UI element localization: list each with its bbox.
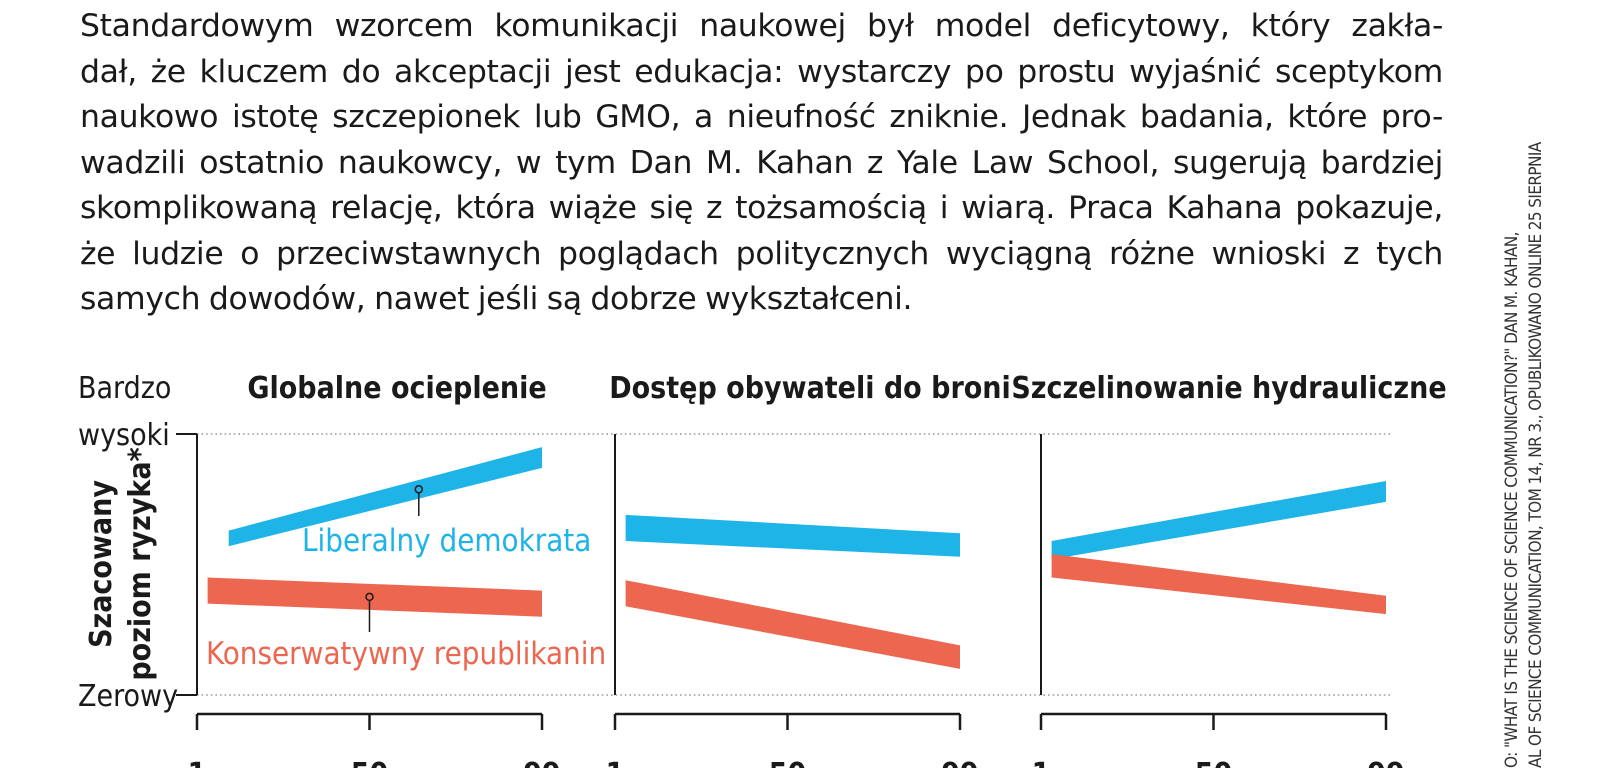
article-paragraph: Standardowym wzorcem komunikacji naukowe…	[80, 4, 1443, 323]
x-tick-label-3-1: 1	[1032, 757, 1051, 768]
x-tick-label-1-99: 99	[523, 757, 561, 768]
band-liberal-1	[228, 447, 542, 547]
panel-title-2: Dostęp obywateli do broni	[609, 371, 1011, 406]
x-tick-label-2-50: 50	[769, 757, 807, 768]
paragraph-line: skomplikowaną relację, która wiąże się z…	[80, 190, 1443, 226]
source-credit-line-2: AL OF SCIENCE COMMUNICATION, TOM 14, NR …	[1526, 142, 1546, 768]
band-conservative-3	[1051, 554, 1386, 615]
source-credit: O: "WHAT IS THE SCIENCE OF SCIENCE COMMU…	[1500, 0, 1596, 768]
paragraph-line: samych dowodów, nawet jeśli są dobrze wy…	[80, 281, 913, 317]
y-axis-title-line-2: poziom ryzyka*	[123, 447, 158, 680]
liberal-label: Liberalny demokrata	[302, 523, 591, 559]
x-tick-label-2-1: 1	[606, 757, 625, 768]
band-conservative-2	[625, 580, 960, 669]
band-liberal-2	[625, 514, 960, 557]
paragraph-line: że ludzie o przeciwstawnych poglądach po…	[80, 235, 1443, 272]
panel-title-1: Globalne ocieplenie	[247, 371, 546, 406]
y-axis-title-line-1: Szacowany	[84, 480, 119, 648]
panel-title-3: Szczelinowanie hydrauliczne	[1011, 371, 1446, 406]
paragraph-line: wadzili ostatnio naukowcy, w tym Dan M. …	[80, 144, 1443, 181]
x-tick-label-1-50: 50	[351, 757, 389, 768]
paragraph-line: naukowo istotę szczepionek lub GMO, a ni…	[80, 99, 1443, 135]
paragraph-line: dał, że kluczem do akceptacji jest eduka…	[80, 53, 1443, 90]
x-tick-label-3-99: 99	[1367, 757, 1405, 768]
liberal-marker	[414, 485, 424, 494]
conservative-label: Konserwatywny republikanin	[206, 636, 606, 672]
x-tick-label-3-50: 50	[1195, 757, 1233, 768]
x-tick-label-2-99: 99	[941, 757, 979, 768]
conservative-marker	[365, 592, 374, 602]
y-tick-label-bottom: Zerowy	[78, 679, 178, 714]
band-liberal-3	[1051, 481, 1386, 560]
source-credit-line-1: O: "WHAT IS THE SCIENCE OF SCIENCE COMMU…	[1502, 232, 1522, 768]
y-tick-label-top-1: Bardzo	[78, 371, 171, 406]
band-conservative-1	[207, 577, 542, 617]
paragraph-line: Standardowym wzorcem komunikacji naukowe…	[80, 8, 1443, 44]
y-tick-label-top-2: wysoki	[78, 418, 170, 453]
x-tick-label-1-1: 1	[188, 757, 207, 768]
